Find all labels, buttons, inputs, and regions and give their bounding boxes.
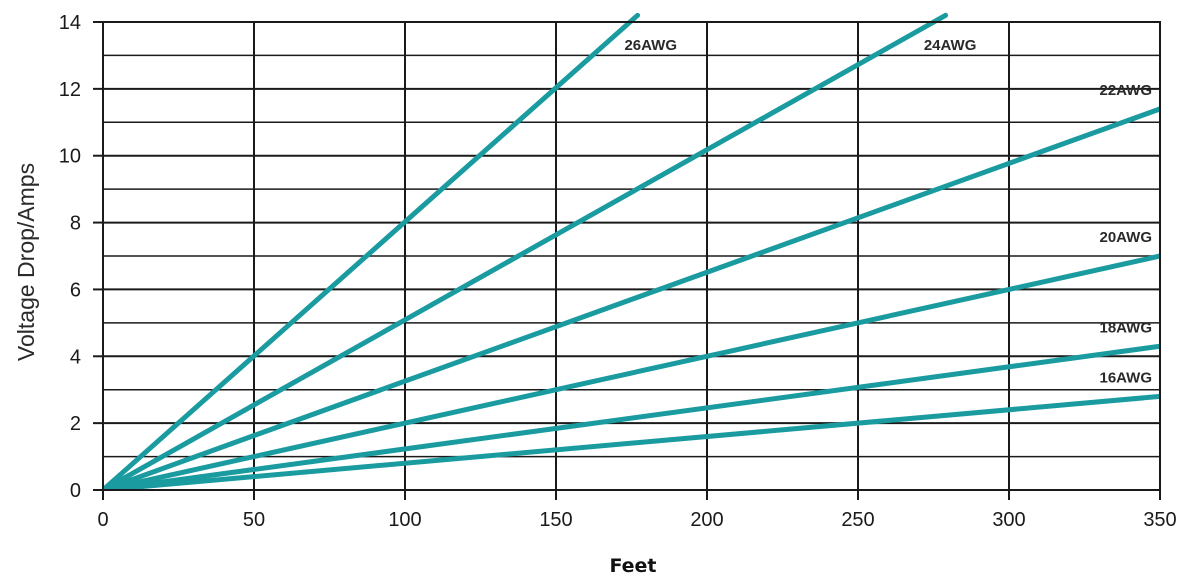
axis-lines: [93, 21, 1161, 500]
series-label-16awg: 16AWG: [1099, 369, 1152, 386]
y-tick-label-6: 6: [70, 279, 81, 301]
x-tick-label-250: 250: [841, 509, 874, 531]
x-axis-title: Feet: [609, 555, 656, 577]
series-labels: 26AWG 24AWG 22AWG 20AWG 18AWG 16AWG: [624, 37, 1152, 386]
y-tick-label-10: 10: [59, 146, 81, 168]
series-line-16awg: [103, 393, 1160, 490]
series-label-22awg: 22AWG: [1099, 82, 1152, 99]
series-line-22awg: [103, 106, 1160, 490]
series-line-26awg: [103, 12, 641, 490]
y-tick-label-14: 14: [59, 12, 81, 34]
series-line-24awg: [103, 12, 949, 490]
x-tick-label-200: 200: [690, 509, 723, 531]
series-lines: [103, 12, 1160, 490]
x-tick-label-100: 100: [388, 509, 421, 531]
x-tick-label-0: 0: [97, 509, 108, 531]
x-tick-label-50: 50: [243, 509, 265, 531]
series-label-26awg: 26AWG: [624, 37, 677, 54]
series-label-20awg: 20AWG: [1099, 229, 1152, 246]
x-tick-label-350: 350: [1143, 509, 1176, 531]
y-tick-labels: 0 2 4 6 8 10 12 14: [59, 12, 81, 502]
x-tick-labels: 0 50 100 150 200 250 300 350: [97, 509, 1176, 531]
x-tick-label-150: 150: [539, 509, 572, 531]
x-tick-label-300: 300: [992, 509, 1025, 531]
plot-border: [102, 21, 1161, 491]
y-tick-label-12: 12: [59, 79, 81, 101]
series-label-24awg: 24AWG: [924, 37, 977, 54]
series-label-18awg: 18AWG: [1099, 319, 1152, 336]
y-tick-label-0: 0: [70, 480, 81, 502]
series-line-18awg: [103, 343, 1160, 490]
y-axis-title: Voltage Drop/Amps: [13, 163, 39, 361]
y-tick-label-4: 4: [70, 346, 81, 368]
y-tick-label-8: 8: [70, 213, 81, 235]
y-tick-label-2: 2: [70, 413, 81, 435]
series-line-20awg: [103, 253, 1160, 490]
